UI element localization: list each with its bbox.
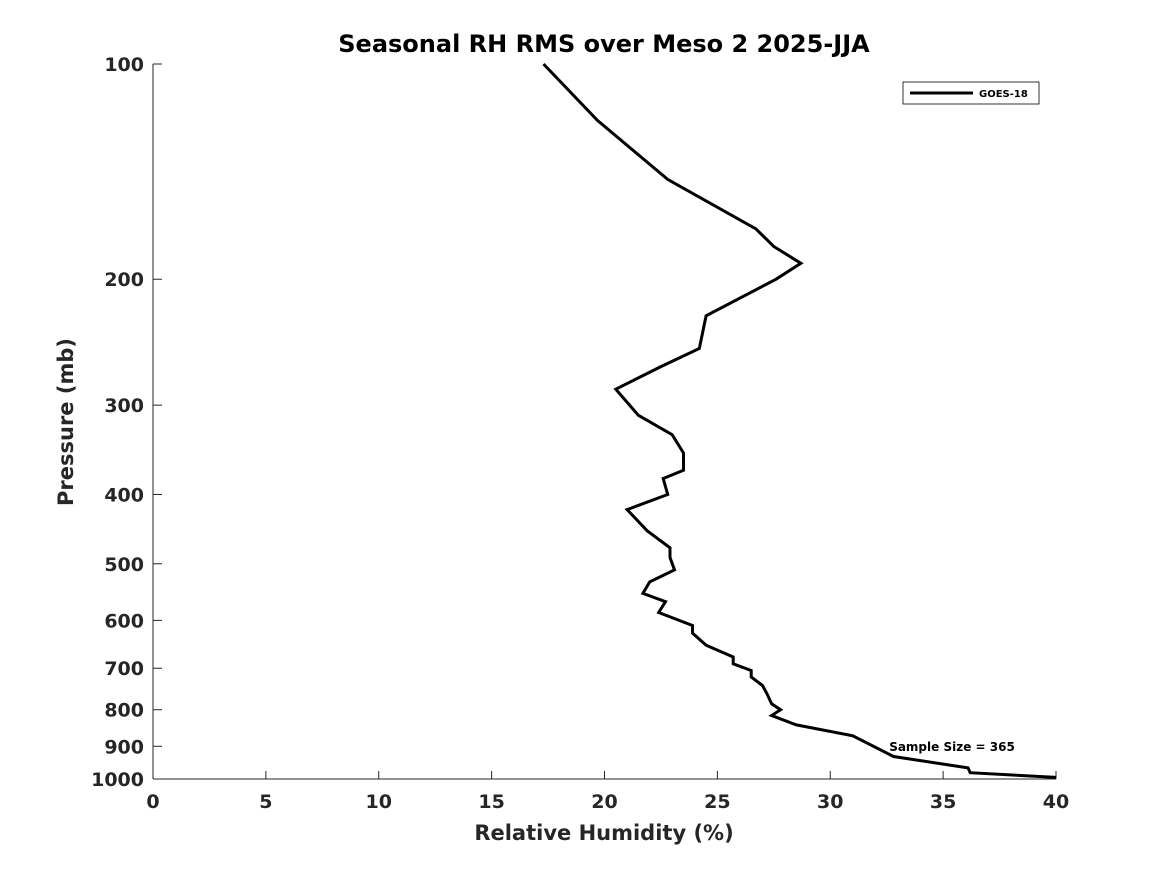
legend: GOES-18	[902, 81, 1040, 105]
y-tick-label: 200	[104, 269, 144, 291]
x-tick-label: 35	[930, 791, 956, 813]
series-layer	[542, 62, 1057, 779]
x-tick-label: 25	[704, 791, 730, 813]
plot-axes	[152, 64, 1056, 780]
chart-title: Seasonal RH RMS over Meso 2 2025-JJA	[338, 30, 870, 58]
y-tick-label: 900	[104, 736, 144, 758]
x-tick-label: 15	[478, 791, 504, 813]
x-tick-label: 40	[1043, 791, 1069, 813]
y-tick-label: 700	[104, 658, 144, 680]
x-tick-label: 5	[259, 791, 272, 813]
y-tick-label: 500	[104, 554, 144, 576]
y-ticks: 100 200 300 400 500 600 700 800 900 1000	[91, 54, 162, 791]
y-axis-label: Pressure (mb)	[54, 338, 78, 506]
x-tick-label: 20	[591, 791, 617, 813]
x-tick-label: 0	[146, 791, 159, 813]
y-tick-label: 600	[104, 610, 144, 632]
x-ticks: 0 5 10 15 20 25 30 35 40	[146, 771, 1069, 813]
legend-label-goes-18: GOES-18	[979, 89, 1028, 100]
x-tick-label: 30	[817, 791, 843, 813]
y-tick-label: 1000	[91, 769, 144, 791]
series-line-goes-18	[542, 62, 1057, 779]
x-tick-label: 10	[366, 791, 392, 813]
y-tick-label: 400	[104, 484, 144, 506]
y-tick-label: 100	[104, 54, 144, 76]
y-tick-label: 300	[104, 395, 144, 417]
sample-size-annotation: Sample Size = 365	[889, 740, 1015, 754]
x-axis-label: Relative Humidity (%)	[474, 821, 733, 845]
y-tick-label: 800	[104, 700, 144, 722]
